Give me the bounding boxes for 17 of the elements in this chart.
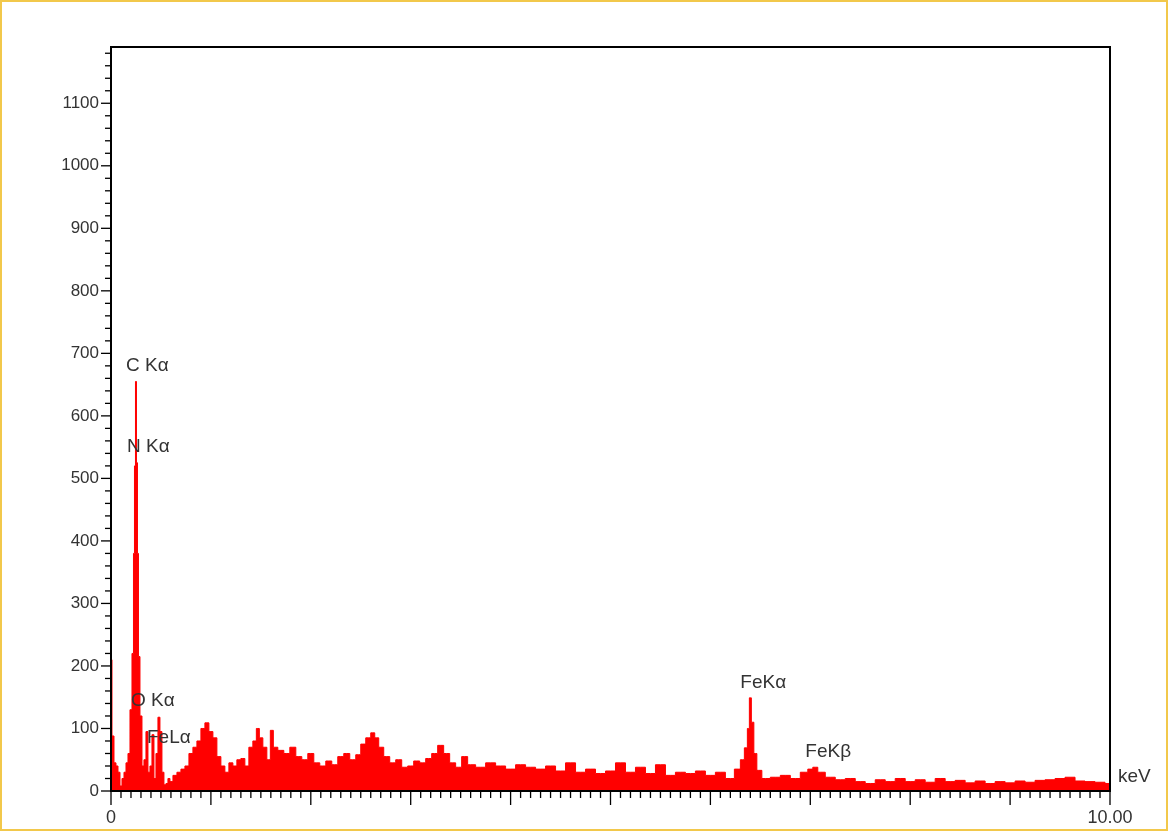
y-tick-label: 1000 <box>61 155 99 175</box>
y-tick-label: 600 <box>70 405 99 425</box>
y-tick-label: 300 <box>70 593 99 613</box>
y-tick-label: 100 <box>70 718 99 738</box>
annotation: C Kα <box>125 354 169 376</box>
y-tick-label: 0 <box>89 780 99 800</box>
x-tick-label: 10.00 <box>1087 806 1133 827</box>
annotation: FeKβ <box>805 739 852 761</box>
y-tick-label: 1100 <box>62 92 99 112</box>
y-tick-label: 900 <box>70 218 99 237</box>
y-tick-label: 800 <box>70 280 99 300</box>
annotation: FeKα <box>740 670 787 692</box>
y-tick-label: 200 <box>70 655 99 675</box>
y-tick-label: 400 <box>70 530 99 550</box>
y-tick-label: 700 <box>70 343 99 363</box>
x-axis-title: keV <box>1118 765 1152 787</box>
y-tick-label: 500 <box>70 468 99 488</box>
